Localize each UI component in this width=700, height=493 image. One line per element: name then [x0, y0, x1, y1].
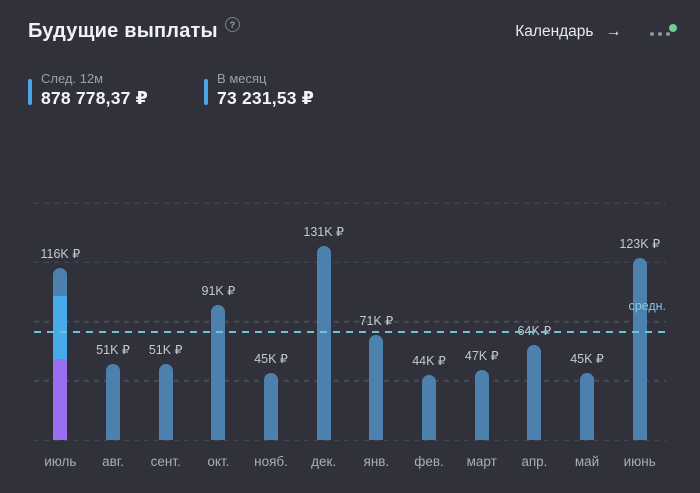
payment-bar[interactable]	[632, 257, 647, 440]
bar-value-label: 116K ₽	[40, 247, 81, 262]
bar-segment-light-blue	[53, 296, 68, 359]
bar-value-label: 45K ₽	[254, 352, 288, 367]
payment-bar[interactable]	[53, 268, 68, 440]
bar-column: 131K ₽	[297, 203, 350, 440]
bar-value-label: 91K ₽	[201, 284, 236, 299]
gridline	[34, 320, 666, 323]
month-axis: июль авг. сент. окт. нояб. дек. янв. фев. март ап…	[34, 449, 666, 479]
average-line	[34, 330, 666, 333]
payments-chart: средн. 116K ₽ 51K ₽ 51K ₽ 91K ₽ 45K ₽ 131K ₽ 71…	[34, 109, 666, 479]
bar-column: 123K ₽	[613, 203, 666, 440]
payment-bar[interactable]	[369, 334, 384, 440]
bar-segment-purple	[53, 358, 68, 440]
bar-value-label: 51K ₽	[148, 343, 183, 358]
more-menu-button[interactable]	[648, 23, 677, 39]
month-label[interactable]: авг.	[102, 454, 124, 469]
gridline	[34, 261, 666, 263]
payment-bar[interactable]	[264, 373, 279, 440]
bar-value-label: 71K ₽	[359, 313, 394, 328]
month-label[interactable]: июль	[44, 454, 77, 469]
payment-bar[interactable]	[527, 345, 542, 440]
month-label[interactable]: июнь	[623, 454, 656, 469]
bar-value-label: 44K ₽	[412, 353, 446, 368]
month-label[interactable]: март	[466, 454, 497, 469]
bar-column: 47K ₽	[455, 203, 508, 440]
payment-bar[interactable]	[580, 373, 595, 440]
bar-column: 45K ₽	[245, 203, 298, 440]
stat-next-12m: След. 12м 878 778,37 ₽	[28, 71, 148, 109]
plot-area: средн. 116K ₽ 51K ₽ 51K ₽ 91K ₽ 45K ₽ 131K ₽ 71…	[34, 202, 666, 441]
month-label[interactable]: май	[574, 454, 600, 469]
stat-value: 73 231,53 ₽	[217, 88, 315, 108]
bar-column: 51K ₽	[87, 203, 140, 440]
stat-value: 878 778,37 ₽	[41, 88, 149, 108]
stat-label: След. 12м	[41, 71, 104, 86]
gridline	[34, 439, 666, 441]
bar-segment-steel-blue	[53, 268, 68, 297]
month-label[interactable]: янв.	[363, 454, 390, 469]
bar-column: 44K ₽	[403, 203, 456, 440]
payment-bar[interactable]	[316, 245, 331, 440]
gridline	[34, 202, 666, 204]
notification-dot	[669, 23, 677, 32]
calendar-link[interactable]: Календарь	[515, 23, 594, 40]
ellipsis-icon	[649, 31, 670, 37]
bar-column: 45K ₽	[561, 203, 614, 440]
stat-accent-tick	[28, 79, 32, 105]
payment-bar[interactable]	[158, 364, 173, 440]
payment-bar[interactable]	[422, 374, 437, 440]
month-label[interactable]: сент.	[150, 454, 181, 469]
header: Будущие выплаты ? Календарь →	[28, 17, 677, 43]
bar-column: 51K ₽	[139, 203, 192, 440]
month-label[interactable]: окт.	[207, 454, 230, 469]
summary-stats: След. 12м 878 778,37 ₽ В месяц 73 231,53…	[28, 71, 672, 109]
gridline	[34, 380, 666, 382]
bar-value-label: 131K ₽	[303, 224, 344, 239]
bar-value-label: 47K ₽	[464, 349, 499, 364]
average-line-label: средн.	[628, 298, 666, 313]
bars-layer: 116K ₽ 51K ₽ 51K ₽ 91K ₽ 45K ₽ 131K ₽ 71K ₽ 44K…	[34, 203, 666, 440]
bar-value-label: 45K ₽	[570, 352, 604, 367]
stat-label: В месяц	[217, 71, 267, 86]
bar-column: 64K ₽	[508, 203, 561, 440]
payment-bar[interactable]	[106, 364, 120, 440]
payment-bar[interactable]	[474, 370, 489, 440]
bar-value-label: 51K ₽	[96, 343, 130, 358]
bar-value-label: 123K ₽	[619, 236, 661, 251]
month-label[interactable]: фев.	[414, 454, 444, 469]
stat-accent-tick	[204, 79, 209, 105]
month-label[interactable]: дек.	[311, 454, 337, 469]
bar-column: 116K ₽	[34, 203, 87, 440]
month-label[interactable]: нояб.	[254, 454, 288, 469]
help-icon[interactable]: ?	[224, 17, 240, 32]
stat-per-month: В месяц 73 231,53 ₽	[204, 71, 314, 109]
payment-bar[interactable]	[211, 305, 226, 440]
month-label[interactable]: апр.	[521, 454, 548, 469]
bar-column: 71K ₽	[350, 203, 403, 440]
page-title: Будущие выплаты	[28, 20, 218, 42]
bar-column: 91K ₽	[192, 203, 245, 440]
arrow-right-icon[interactable]: →	[605, 23, 622, 40]
